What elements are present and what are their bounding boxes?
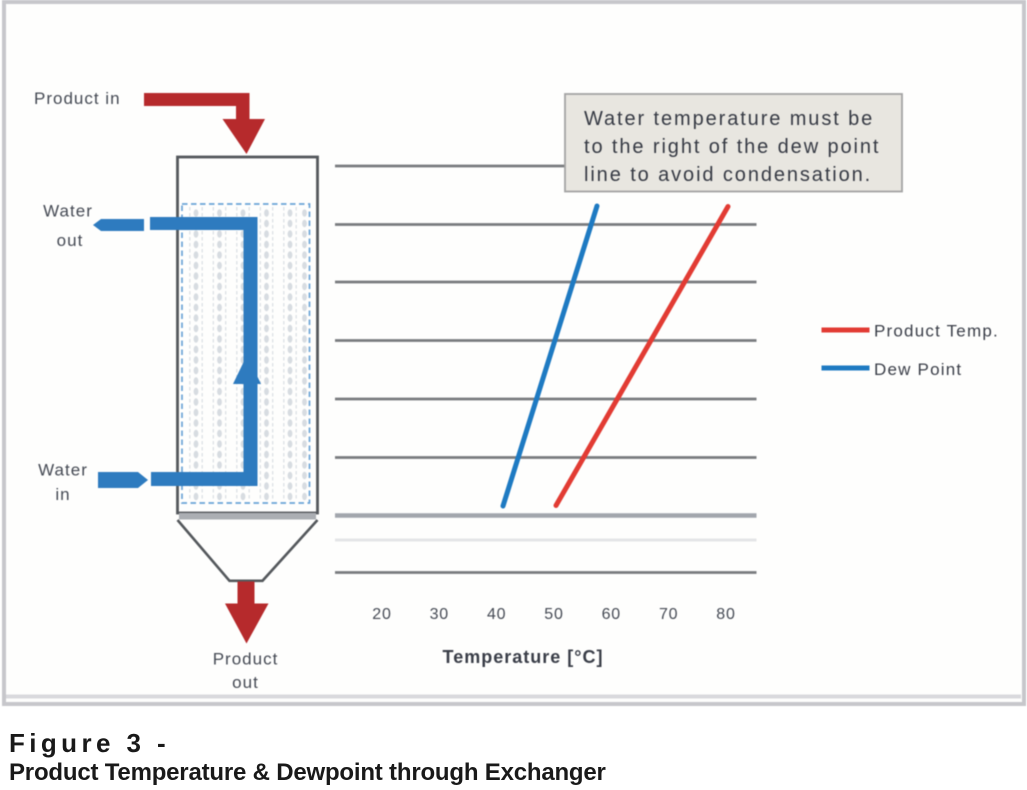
svg-text:60: 60 bbox=[602, 606, 621, 623]
svg-text:Dew Point: Dew Point bbox=[874, 360, 962, 379]
svg-text:to the right of the dew point: to the right of the dew point bbox=[584, 136, 880, 158]
svg-text:80: 80 bbox=[716, 606, 735, 623]
svg-text:in: in bbox=[55, 485, 70, 504]
svg-text:40: 40 bbox=[487, 606, 506, 623]
svg-text:Temperature [°C]: Temperature [°C] bbox=[443, 647, 604, 667]
svg-text:Product: Product bbox=[213, 650, 279, 669]
svg-text:70: 70 bbox=[659, 606, 678, 623]
svg-text:Water temperature must be: Water temperature must be bbox=[584, 108, 874, 130]
svg-text:line to avoid condensation.: line to avoid condensation. bbox=[584, 164, 872, 186]
svg-text:Product in: Product in bbox=[34, 89, 121, 108]
svg-text:50: 50 bbox=[544, 606, 563, 623]
svg-text:out: out bbox=[57, 231, 84, 250]
svg-text:Product Temp.: Product Temp. bbox=[874, 322, 999, 341]
svg-text:Water: Water bbox=[43, 202, 93, 221]
svg-text:Water: Water bbox=[38, 461, 88, 480]
svg-text:20: 20 bbox=[372, 606, 391, 623]
svg-text:out: out bbox=[232, 673, 259, 692]
svg-text:30: 30 bbox=[430, 606, 449, 623]
